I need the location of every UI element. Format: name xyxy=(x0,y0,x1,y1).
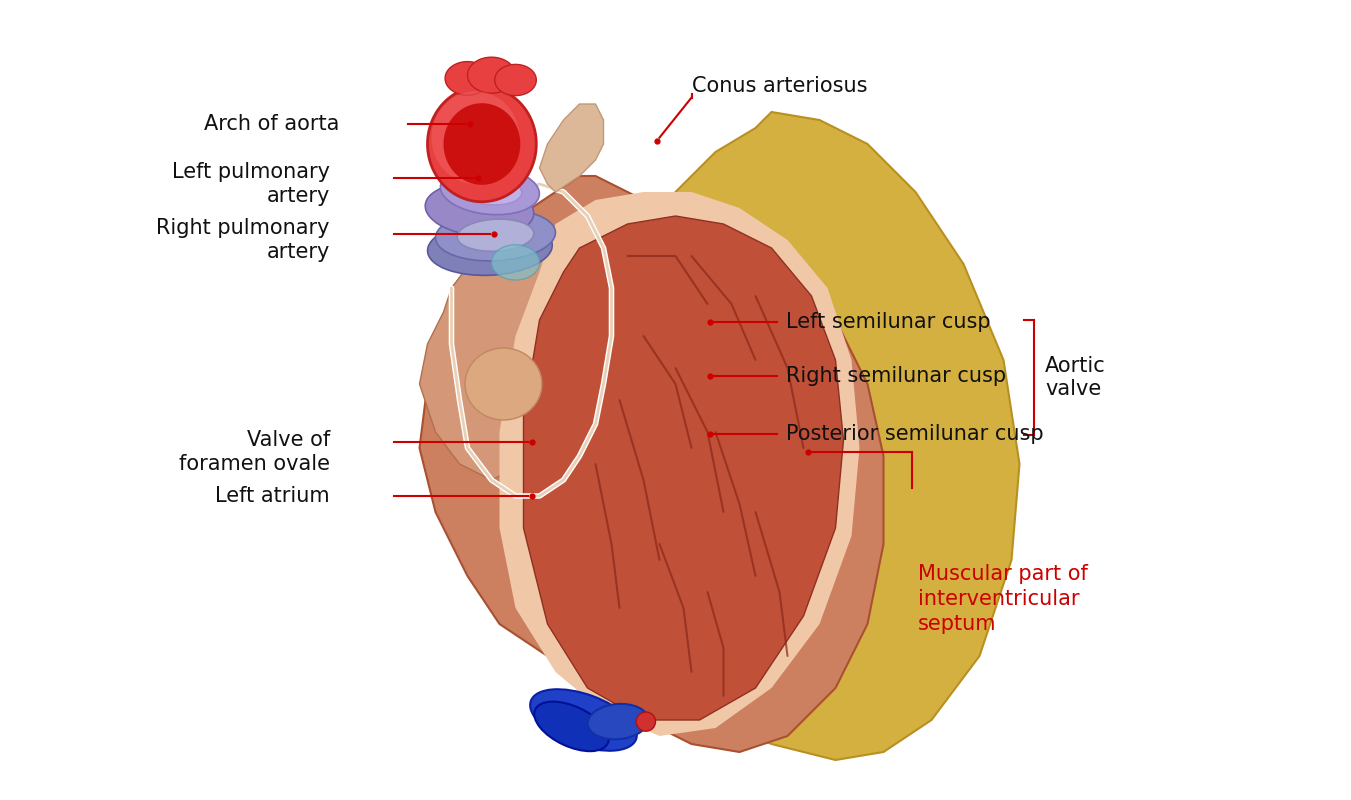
Ellipse shape xyxy=(435,210,555,261)
Polygon shape xyxy=(494,65,536,95)
Polygon shape xyxy=(531,112,1020,760)
Ellipse shape xyxy=(426,183,534,236)
Polygon shape xyxy=(539,104,604,192)
Text: Right pulmonary
artery: Right pulmonary artery xyxy=(157,218,330,262)
Polygon shape xyxy=(427,86,536,202)
Polygon shape xyxy=(500,192,859,736)
Polygon shape xyxy=(420,176,884,752)
Ellipse shape xyxy=(427,221,553,275)
Ellipse shape xyxy=(636,712,655,731)
Polygon shape xyxy=(444,62,490,95)
Text: Conus arteriosus: Conus arteriosus xyxy=(692,76,867,96)
Polygon shape xyxy=(431,91,520,184)
Text: Arch of aorta: Arch of aorta xyxy=(204,114,339,134)
Text: Muscular part of
interventricular
septum: Muscular part of interventricular septum xyxy=(917,564,1088,634)
Text: Right semilunar cusp: Right semilunar cusp xyxy=(786,366,1006,386)
Polygon shape xyxy=(443,103,520,185)
Text: Posterior semilunar cusp: Posterior semilunar cusp xyxy=(786,424,1043,443)
Polygon shape xyxy=(467,58,516,93)
Ellipse shape xyxy=(534,702,609,751)
Text: Left atrium: Left atrium xyxy=(215,486,330,506)
Text: Left semilunar cusp: Left semilunar cusp xyxy=(786,312,990,331)
Polygon shape xyxy=(420,208,571,480)
Text: Aortic
valve: Aortic valve xyxy=(1046,356,1106,399)
Ellipse shape xyxy=(530,690,636,750)
Ellipse shape xyxy=(457,219,534,251)
Ellipse shape xyxy=(458,176,521,205)
Polygon shape xyxy=(465,348,542,420)
Text: Valve of
foramen ovale: Valve of foramen ovale xyxy=(178,430,330,474)
Ellipse shape xyxy=(440,166,539,214)
Ellipse shape xyxy=(588,704,648,739)
Polygon shape xyxy=(492,245,539,280)
Polygon shape xyxy=(523,216,843,720)
Text: Left pulmonary
artery: Left pulmonary artery xyxy=(172,162,330,206)
